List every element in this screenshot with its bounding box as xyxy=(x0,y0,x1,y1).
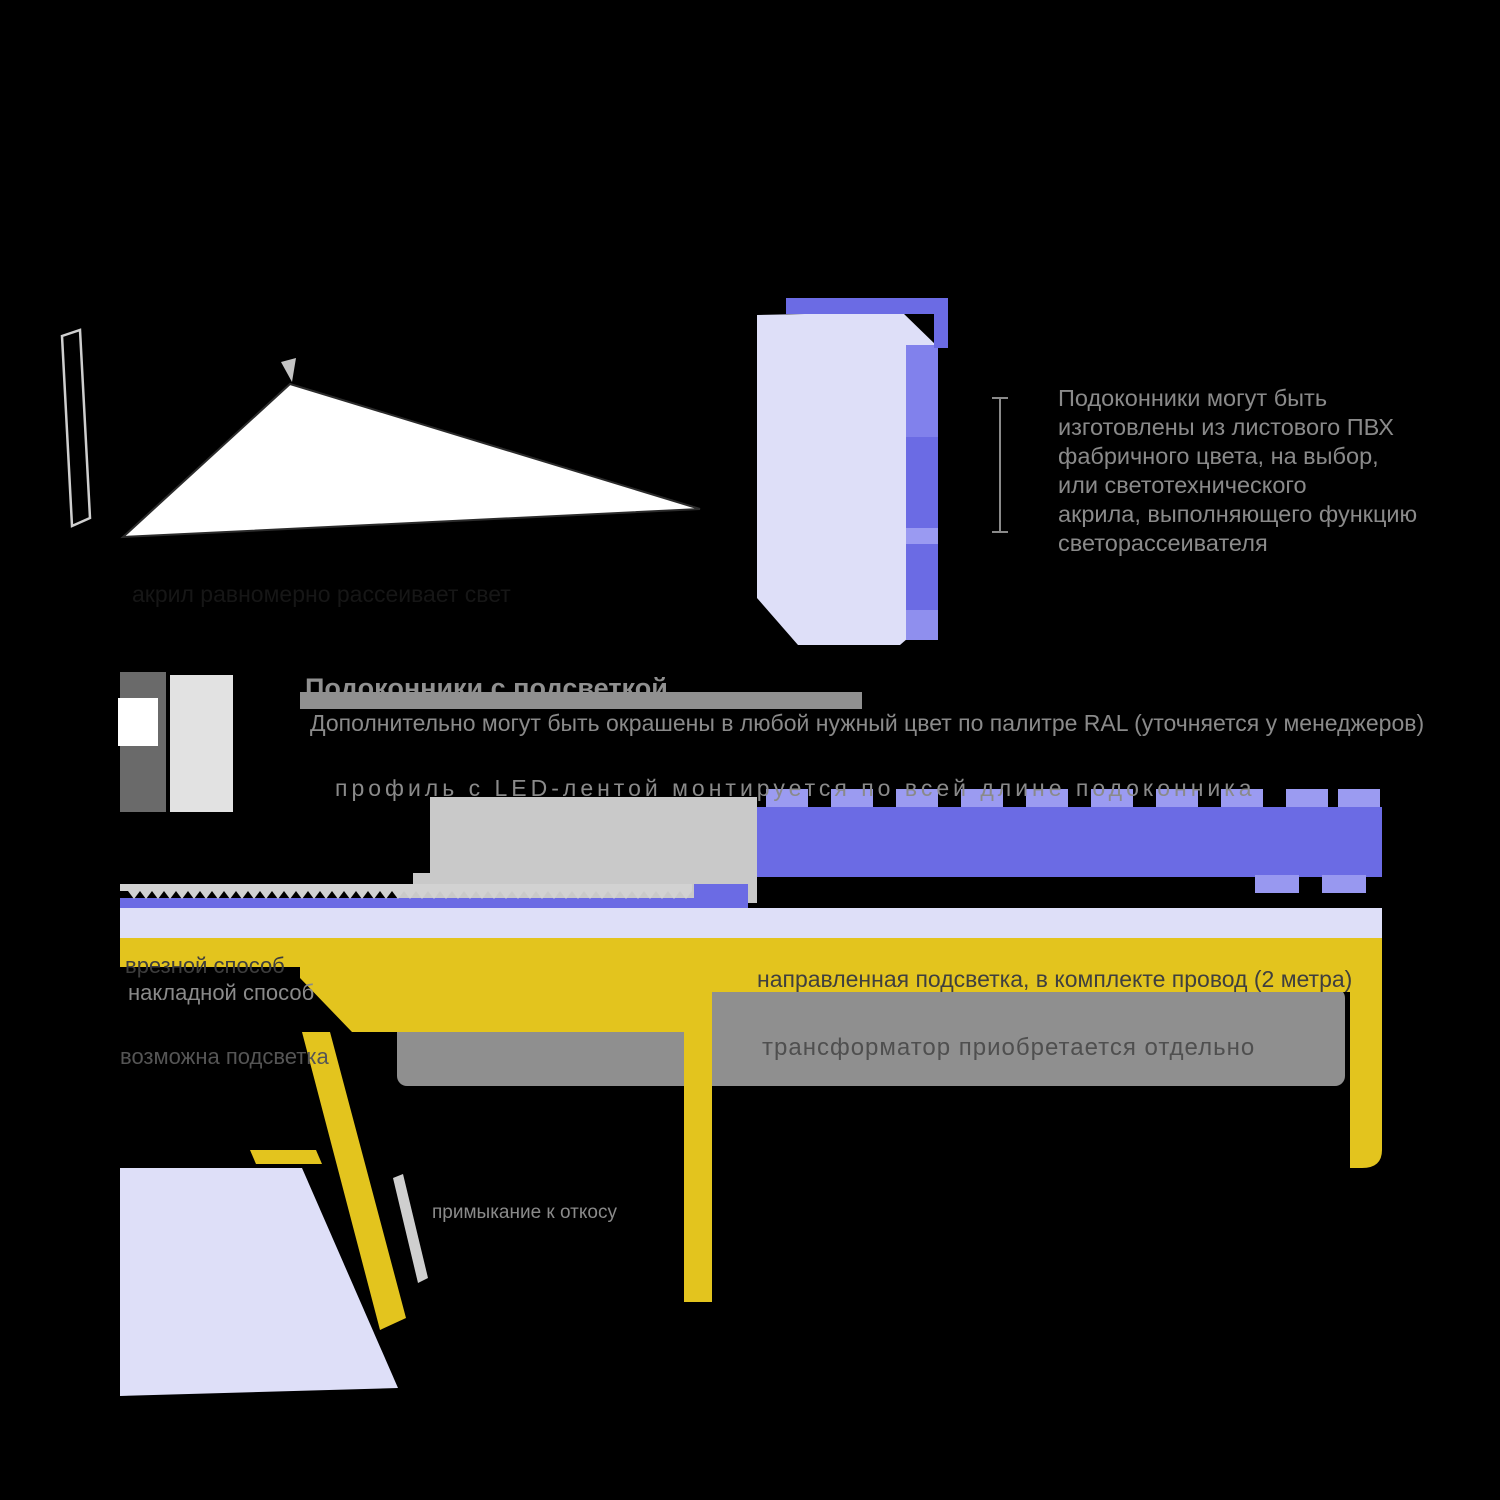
profile-strip-shape xyxy=(120,898,748,910)
paragraph-line: фабричного цвета, на выбор, xyxy=(1058,443,1379,469)
slope-label: примыкание к откосу xyxy=(432,1202,617,1223)
heading-underbar xyxy=(300,692,862,709)
led-tab xyxy=(1255,875,1299,893)
slope-pointer-shape xyxy=(393,1174,428,1283)
backlight-note-label: возможна подсветка xyxy=(120,1044,329,1069)
frame-top-shape xyxy=(786,298,948,314)
led-module-row xyxy=(766,789,1380,811)
window-panel-shape xyxy=(757,312,938,645)
led-module xyxy=(831,789,873,811)
method-flush-label: врезной способ xyxy=(125,953,285,978)
side-strip-shape xyxy=(60,328,92,528)
dimension-line xyxy=(992,397,1008,533)
led-module xyxy=(1221,789,1263,811)
wall-slope-strip-shape xyxy=(302,1032,406,1330)
led-module xyxy=(961,789,1003,811)
paragraph-line: акрила, выполняющего функцию xyxy=(1058,501,1418,527)
paint-note-label: Дополнительно могут быть окрашены в любо… xyxy=(310,710,1425,736)
transformer-note-label: трансформатор приобретается отдельно xyxy=(762,1034,1256,1061)
wedge-tip-shape xyxy=(281,358,296,382)
profile-bar-top-segment xyxy=(906,345,938,437)
led-module xyxy=(1338,789,1380,811)
serrated-strip-shape xyxy=(120,884,692,899)
base-slab-shape xyxy=(397,797,757,903)
led-bar-shape xyxy=(757,807,1382,877)
profile-section-inner xyxy=(170,675,233,812)
led-row-label: профиль с LED-лентой монтируется по всей… xyxy=(335,775,1256,801)
paragraph-line: Подоконники могут быть xyxy=(1058,385,1328,411)
led-module xyxy=(1026,789,1068,811)
wall-band-shape xyxy=(120,938,1382,967)
led-module xyxy=(1156,789,1198,811)
led-tab xyxy=(1322,875,1366,893)
wall-frame-right-shape xyxy=(712,967,1382,1168)
cable-note-label: направленная подсветка, в комплекте пров… xyxy=(757,966,1353,992)
wall-slope-sliver-shape xyxy=(250,1150,322,1164)
sill-sheet-shape xyxy=(120,908,1382,938)
paragraph-line: светорассеивателя xyxy=(1058,530,1268,556)
profile-section-cavity xyxy=(118,698,158,746)
diffuse-caption: акрил равномерно рассеивает свет xyxy=(132,581,511,607)
frame-top-stub xyxy=(934,314,948,348)
wall-frame-left-shape xyxy=(684,1032,712,1302)
led-module xyxy=(766,789,808,811)
material-paragraph: Подоконники могут быть изготовлены из ли… xyxy=(1058,384,1417,558)
led-module xyxy=(896,789,938,811)
paragraph-line: изготовлены из листового ПВХ xyxy=(1058,414,1394,440)
wall-block-shape xyxy=(300,967,712,1032)
acrylic-wedge-shape xyxy=(120,382,701,539)
method-surface-label: накладной способ xyxy=(128,980,315,1005)
profile-bar-bottom-segment xyxy=(906,610,938,640)
led-module xyxy=(1286,789,1328,811)
slope-sheet-shape xyxy=(120,1168,398,1396)
profile-strip-step xyxy=(694,884,748,910)
led-module xyxy=(1091,789,1133,811)
paragraph-line: или светотехнического xyxy=(1058,472,1307,498)
profile-bar-notch xyxy=(906,528,938,544)
